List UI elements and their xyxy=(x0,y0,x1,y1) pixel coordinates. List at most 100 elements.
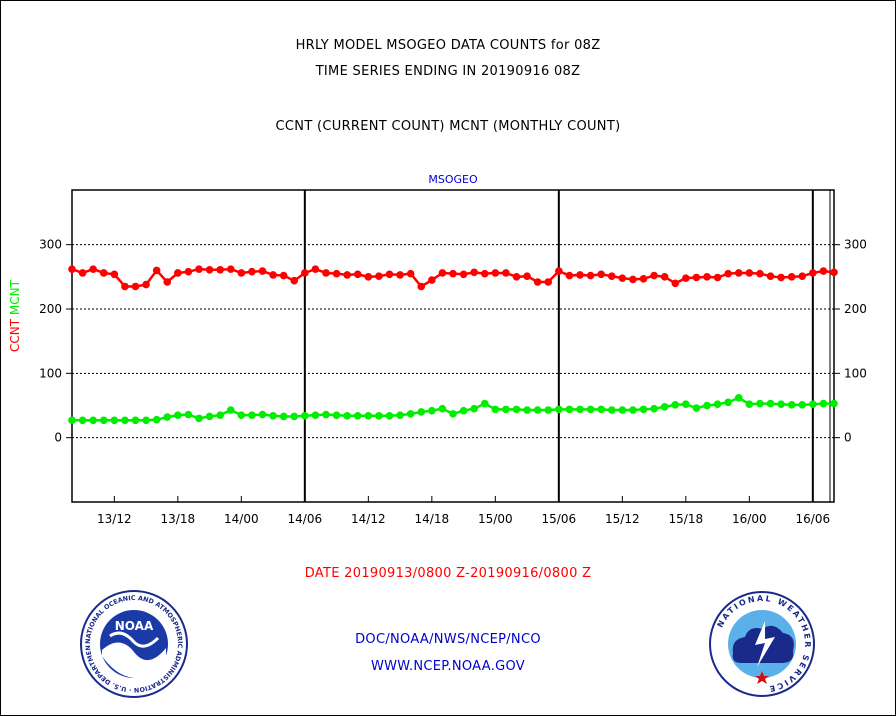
point-ccnt xyxy=(248,267,256,276)
point-mcnt xyxy=(650,404,658,413)
point-mcnt xyxy=(237,411,246,419)
point-ccnt xyxy=(459,270,468,279)
noaa-logo: NATIONAL OCEANIC AND ATMOSPHERIC ADMINIS… xyxy=(80,590,188,698)
y-tick-label-right: 100 xyxy=(844,366,867,380)
point-mcnt xyxy=(195,414,203,423)
point-mcnt xyxy=(830,399,838,408)
point-ccnt xyxy=(121,282,129,291)
point-ccnt xyxy=(660,273,669,281)
point-ccnt xyxy=(502,269,510,277)
date-range: DATE 20190913/0800 Z-20190916/0800 Z xyxy=(304,566,592,581)
point-mcnt xyxy=(152,415,161,424)
point-mcnt xyxy=(480,399,489,408)
point-ccnt xyxy=(279,271,288,280)
point-ccnt xyxy=(99,269,108,277)
point-mcnt xyxy=(660,402,669,411)
point-ccnt xyxy=(555,267,563,275)
point-ccnt xyxy=(745,269,754,277)
y-axis-label: CCNT MCNT xyxy=(8,279,22,352)
point-mcnt xyxy=(576,405,584,414)
point-ccnt xyxy=(417,282,426,291)
point-mcnt xyxy=(745,400,754,409)
point-mcnt xyxy=(512,405,521,414)
point-ccnt xyxy=(777,273,785,282)
x-tick-label: 14/00 xyxy=(224,512,259,526)
plot-frame-layer xyxy=(66,189,840,503)
point-ccnt xyxy=(68,265,76,273)
point-ccnt xyxy=(428,276,436,284)
point-mcnt xyxy=(353,411,362,420)
x-tick-label: 15/06 xyxy=(542,512,577,526)
point-mcnt xyxy=(226,406,235,414)
point-ccnt xyxy=(629,275,637,284)
point-ccnt xyxy=(533,278,542,286)
point-ccnt xyxy=(131,282,140,291)
point-ccnt xyxy=(449,269,457,278)
point-ccnt xyxy=(470,268,478,277)
point-ccnt xyxy=(385,270,394,279)
point-ccnt xyxy=(703,273,711,281)
point-ccnt xyxy=(152,266,161,275)
y-axis-label-mcnt: MCNT xyxy=(8,279,22,319)
star-icon xyxy=(755,671,769,684)
point-ccnt xyxy=(597,270,605,279)
x-tick-label: 14/06 xyxy=(288,512,323,526)
point-mcnt xyxy=(756,399,764,408)
point-mcnt xyxy=(279,412,288,421)
point-ccnt xyxy=(565,271,574,280)
point-mcnt xyxy=(417,408,426,416)
x-tick-label: 13/12 xyxy=(97,512,132,526)
point-mcnt xyxy=(332,411,341,419)
point-ccnt xyxy=(491,269,500,277)
point-mcnt xyxy=(798,401,807,409)
point-ccnt xyxy=(512,273,521,281)
x-tick-label: 15/00 xyxy=(478,512,513,526)
point-mcnt xyxy=(248,411,256,419)
point-ccnt xyxy=(618,274,627,282)
point-ccnt xyxy=(756,269,764,278)
x-tick-label: 15/18 xyxy=(669,512,704,526)
point-mcnt xyxy=(533,406,542,414)
point-mcnt xyxy=(586,405,595,414)
x-tick-label: 16/06 xyxy=(796,512,831,526)
point-mcnt xyxy=(184,410,193,419)
point-mcnt xyxy=(163,413,172,421)
point-ccnt xyxy=(174,269,182,277)
y-tick-label-right: 300 xyxy=(844,238,867,252)
point-mcnt xyxy=(89,416,97,425)
point-ccnt xyxy=(89,265,97,273)
point-mcnt xyxy=(322,410,330,419)
point-ccnt xyxy=(343,271,351,279)
y-tick-label-left: 300 xyxy=(39,238,62,252)
point-ccnt xyxy=(724,269,732,278)
footer-url: WWW.NCEP.NOAA.GOV xyxy=(370,659,526,674)
point-mcnt xyxy=(607,406,616,414)
point-mcnt xyxy=(459,406,468,415)
chart-title: MSOGEO xyxy=(428,173,478,186)
point-ccnt xyxy=(650,271,658,280)
point-mcnt xyxy=(544,406,553,414)
point-mcnt xyxy=(174,411,182,419)
point-mcnt xyxy=(343,411,351,420)
point-mcnt xyxy=(470,404,478,413)
point-mcnt xyxy=(766,399,775,408)
point-ccnt xyxy=(830,268,838,277)
x-tick-label: 14/18 xyxy=(415,512,450,526)
point-ccnt xyxy=(195,265,203,273)
point-ccnt xyxy=(301,269,309,277)
x-tick-label: 15/12 xyxy=(605,512,640,526)
point-ccnt xyxy=(163,278,172,286)
y-axis-label-ccnt: CCNT xyxy=(8,318,22,352)
label-layer: 0 0 100 100 200 200 300 300 13/12 13/18 14/00 14/06… xyxy=(8,173,867,526)
point-mcnt xyxy=(68,416,76,425)
series-layer xyxy=(68,265,838,425)
point-mcnt xyxy=(809,400,817,409)
x-tick-label: 14/12 xyxy=(351,512,386,526)
point-mcnt xyxy=(449,410,457,418)
point-mcnt xyxy=(216,411,224,419)
point-mcnt xyxy=(396,411,404,419)
point-ccnt xyxy=(766,272,775,281)
point-mcnt xyxy=(428,406,436,415)
point-ccnt xyxy=(692,273,701,282)
point-ccnt xyxy=(607,272,616,281)
